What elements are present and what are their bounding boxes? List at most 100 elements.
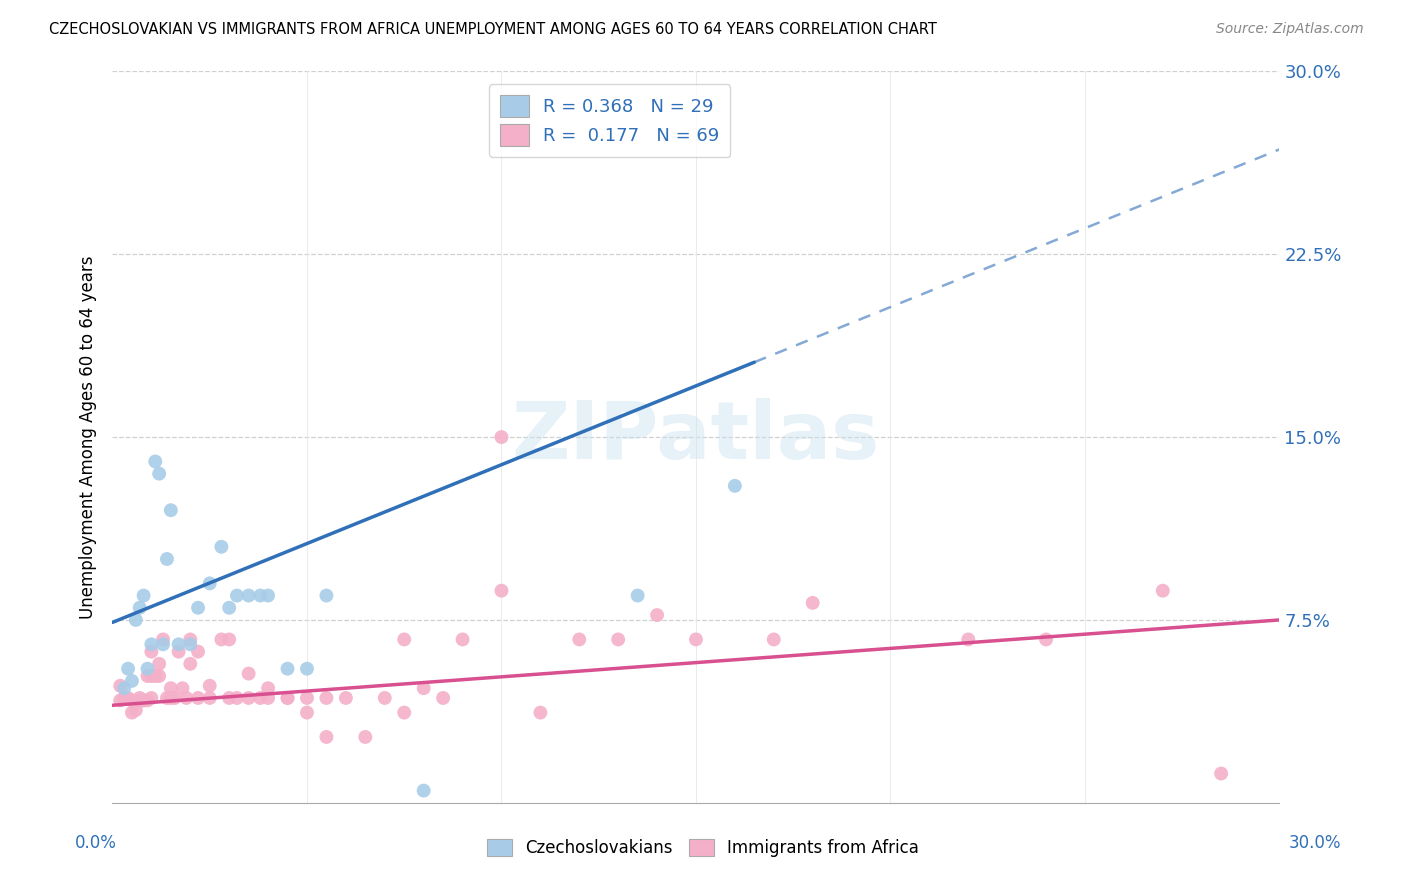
Point — [125, 613, 148, 627]
Point — [394, 632, 416, 647]
Point — [121, 673, 143, 688]
Point — [238, 690, 260, 705]
Point — [491, 583, 513, 598]
Text: ZIPatlas: ZIPatlas — [512, 398, 880, 476]
Point — [117, 690, 139, 705]
Point — [295, 706, 318, 720]
Point — [354, 730, 377, 744]
Point — [148, 467, 170, 481]
Point — [128, 600, 150, 615]
Point — [257, 690, 280, 705]
Point — [412, 783, 434, 797]
Point — [226, 589, 249, 603]
Point — [315, 730, 337, 744]
Point — [121, 693, 143, 707]
Point — [121, 706, 143, 720]
Point — [209, 632, 232, 647]
Point — [141, 690, 163, 705]
Point — [198, 690, 221, 705]
Point — [143, 669, 166, 683]
Point — [645, 608, 668, 623]
Point — [198, 576, 221, 591]
Point — [226, 690, 249, 705]
Point — [198, 679, 221, 693]
Point — [412, 681, 434, 696]
Point — [128, 693, 150, 707]
Point — [167, 645, 190, 659]
Point — [276, 662, 298, 676]
Point — [152, 637, 174, 651]
Point — [132, 693, 155, 707]
Point — [276, 690, 298, 705]
Point — [172, 681, 194, 696]
Point — [152, 632, 174, 647]
Text: Source: ZipAtlas.com: Source: ZipAtlas.com — [1216, 22, 1364, 37]
Point — [187, 690, 209, 705]
Point — [218, 632, 240, 647]
Point — [451, 632, 474, 647]
Point — [160, 690, 183, 705]
Text: 0.0%: 0.0% — [75, 834, 117, 852]
Point — [128, 690, 150, 705]
Point — [179, 657, 201, 671]
Point — [141, 669, 163, 683]
Point — [218, 600, 240, 615]
Point — [136, 669, 159, 683]
Text: CZECHOSLOVAKIAN VS IMMIGRANTS FROM AFRICA UNEMPLOYMENT AMONG AGES 60 TO 64 YEARS: CZECHOSLOVAKIAN VS IMMIGRANTS FROM AFRIC… — [49, 22, 936, 37]
Point — [315, 589, 337, 603]
Point — [143, 454, 166, 468]
Point — [117, 662, 139, 676]
Point — [801, 596, 824, 610]
Point — [335, 690, 357, 705]
Point — [238, 589, 260, 603]
Point — [110, 679, 132, 693]
Point — [163, 690, 186, 705]
Point — [1209, 766, 1232, 780]
Point — [112, 681, 135, 696]
Point — [295, 662, 318, 676]
Point — [141, 637, 163, 651]
Legend: R = 0.368   N = 29, R =  0.177   N = 69: R = 0.368 N = 29, R = 0.177 N = 69 — [489, 84, 730, 157]
Point — [432, 690, 454, 705]
Point — [136, 662, 159, 676]
Point — [132, 693, 155, 707]
Point — [141, 645, 163, 659]
Point — [257, 589, 280, 603]
Point — [167, 637, 190, 651]
Point — [685, 632, 707, 647]
Point — [209, 540, 232, 554]
Point — [257, 681, 280, 696]
Point — [957, 632, 980, 647]
Point — [112, 690, 135, 705]
Point — [627, 589, 650, 603]
Point — [187, 600, 209, 615]
Point — [394, 706, 416, 720]
Point — [568, 632, 591, 647]
Point — [374, 690, 396, 705]
Point — [607, 632, 630, 647]
Point — [491, 430, 513, 444]
Point — [132, 589, 155, 603]
Point — [156, 690, 179, 705]
Point — [148, 657, 170, 671]
Point — [249, 690, 271, 705]
Point — [249, 589, 271, 603]
Point — [295, 690, 318, 705]
Point — [179, 632, 201, 647]
Point — [1035, 632, 1057, 647]
Point — [218, 690, 240, 705]
Point — [179, 637, 201, 651]
Point — [529, 706, 551, 720]
Point — [160, 681, 183, 696]
Point — [724, 479, 747, 493]
Point — [125, 703, 148, 717]
Point — [762, 632, 785, 647]
Point — [176, 690, 198, 705]
Point — [110, 693, 132, 707]
Point — [136, 693, 159, 707]
Point — [148, 669, 170, 683]
Point — [276, 690, 298, 705]
Point — [156, 552, 179, 566]
Point — [160, 503, 183, 517]
Point — [238, 666, 260, 681]
